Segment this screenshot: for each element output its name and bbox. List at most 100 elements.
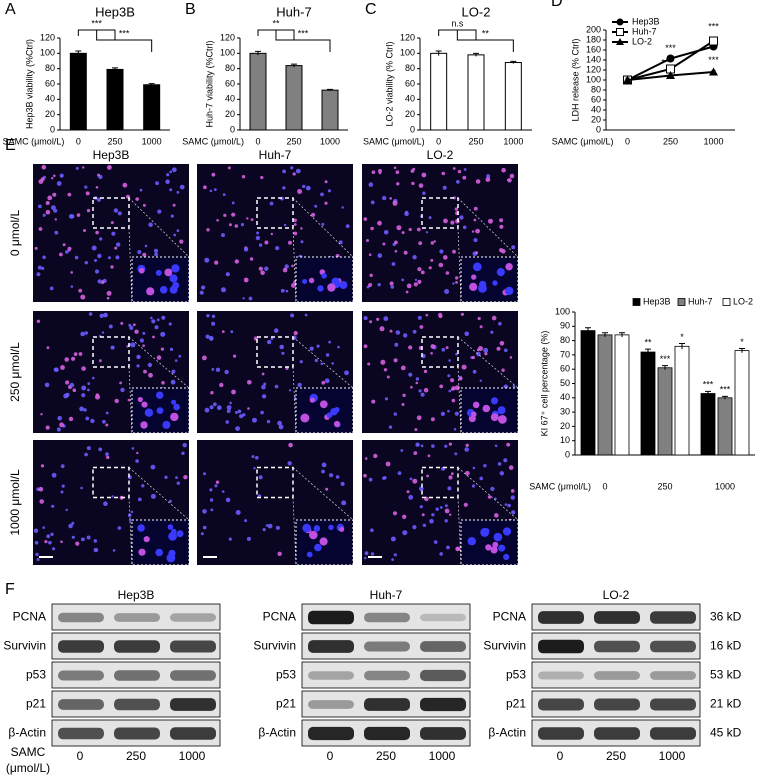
cell [389, 329, 393, 333]
cell [473, 218, 477, 222]
cell [311, 212, 316, 217]
micrograph [362, 440, 519, 566]
cell [98, 447, 103, 452]
column-label: Hep3B [93, 148, 130, 162]
cell [389, 281, 394, 286]
inset-cell [496, 268, 505, 277]
y-tick-label: 100 [555, 306, 570, 316]
cell [111, 231, 116, 236]
inset-cell [314, 543, 322, 552]
legend-marker [616, 28, 624, 36]
cell [421, 513, 425, 517]
y-tick-label: 80 [560, 335, 570, 345]
cell [472, 466, 476, 470]
cell [169, 347, 174, 351]
panel-letter: E [5, 137, 16, 154]
cell [485, 177, 491, 183]
cell [203, 472, 206, 476]
inset [295, 387, 354, 434]
cell [176, 190, 180, 194]
cell [328, 340, 331, 344]
cell [501, 368, 505, 372]
cell [103, 312, 108, 318]
cell [176, 481, 180, 485]
cell [213, 402, 217, 407]
cell [239, 414, 244, 419]
cell [368, 182, 374, 187]
band [650, 698, 696, 711]
cell [462, 175, 467, 180]
y-tick-label: 80 [591, 84, 601, 94]
row-label: 0 μmol/L [8, 210, 22, 257]
y-tick-label: 100 [400, 48, 415, 58]
cell [40, 177, 45, 182]
cell [453, 428, 457, 431]
cell [479, 379, 482, 382]
cell [171, 369, 176, 374]
cell [95, 186, 99, 189]
cell [368, 477, 373, 482]
cell [509, 356, 513, 359]
cell [86, 208, 91, 213]
legend-label: Hep3B [632, 16, 660, 26]
cell [94, 259, 97, 262]
cell [233, 354, 237, 358]
bar [285, 65, 303, 131]
error-bar [602, 332, 608, 338]
cell [119, 381, 122, 385]
cell [97, 173, 100, 177]
cell [385, 461, 391, 467]
cell [83, 229, 86, 232]
cell [126, 345, 129, 348]
cell [284, 264, 289, 269]
y-axis-label: Huh-7 viability (%Ctrl) [204, 40, 214, 127]
cell [409, 477, 413, 481]
error-bar [473, 52, 479, 57]
significance: *** [298, 28, 309, 38]
cell [48, 540, 52, 545]
cell [113, 208, 119, 213]
cell [370, 200, 375, 205]
size-label: 16 kD [710, 639, 742, 653]
cell [258, 475, 263, 480]
zoom-box [256, 197, 294, 229]
inset-cell [300, 413, 310, 423]
cell [152, 335, 155, 339]
cell [430, 417, 435, 422]
cell [316, 344, 320, 348]
dose-label: 250 [376, 749, 396, 763]
cell [450, 472, 454, 476]
cell [90, 418, 95, 424]
cell [454, 452, 458, 456]
inset-cell [330, 408, 338, 416]
band [308, 726, 354, 741]
cell [439, 552, 444, 556]
band [594, 640, 640, 653]
cell [382, 242, 386, 246]
band [114, 640, 160, 653]
cell [448, 389, 452, 393]
cell [371, 170, 376, 174]
cell [344, 370, 349, 376]
cell [59, 252, 63, 257]
error-bar [645, 348, 651, 355]
cell [105, 411, 109, 415]
legend-swatch [722, 298, 731, 306]
band [364, 670, 410, 681]
cell [110, 221, 114, 225]
band [650, 671, 696, 680]
cell [102, 419, 106, 424]
cell [80, 294, 86, 300]
zoom-lines [128, 336, 190, 434]
cell [512, 384, 516, 388]
cell [241, 175, 246, 179]
protein-label: p53 [506, 668, 526, 682]
cell [331, 362, 335, 365]
band [594, 698, 640, 711]
cell [142, 252, 147, 257]
cell [41, 266, 45, 270]
cell [202, 525, 207, 530]
cell [231, 212, 236, 217]
cell [242, 297, 245, 300]
cell [420, 444, 424, 448]
